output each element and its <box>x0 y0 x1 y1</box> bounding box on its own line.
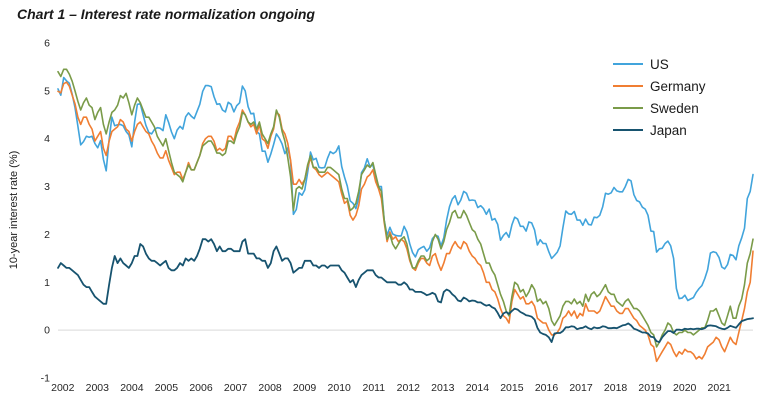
x-tick-label: 2005 <box>155 382 179 394</box>
x-tick-label: 2002 <box>51 382 75 394</box>
legend-label-sweden: Sweden <box>650 100 699 116</box>
x-tick-label: 2010 <box>328 382 352 394</box>
legend-swatch-germany-line <box>613 85 643 87</box>
x-tick-label: 2003 <box>86 382 110 394</box>
x-tick-label: 2017 <box>569 382 593 394</box>
x-tick-label: 2006 <box>189 382 213 394</box>
legend-item-sweden: Sweden <box>613 97 706 119</box>
legend-label-germany: Germany <box>650 78 706 94</box>
y-tick-label: 0 <box>44 325 50 337</box>
legend-item-us: US <box>613 53 706 75</box>
x-tick-label: 2016 <box>535 382 559 394</box>
legend-label-us: US <box>650 56 669 72</box>
series-line-sweden <box>57 68 754 348</box>
y-tick-label: -1 <box>41 373 50 385</box>
x-tick-label: 2019 <box>638 382 662 394</box>
x-tick-label: 2009 <box>293 382 317 394</box>
legend-label-japan: Japan <box>650 122 687 138</box>
series-line-us <box>57 76 754 302</box>
chart-title: Chart 1 – Interest rate normalization on… <box>17 6 315 22</box>
y-tick-label: 5 <box>44 85 50 97</box>
x-tick-label: 2012 <box>397 382 421 394</box>
x-tick-label: 2015 <box>500 382 524 394</box>
legend: US Germany Sweden Japan <box>613 53 706 141</box>
legend-swatch-us-line <box>613 63 643 65</box>
legend-swatch-sweden-line <box>613 107 643 109</box>
x-tick-label: 2007 <box>224 382 248 394</box>
x-tick-label: 2021 <box>708 382 732 394</box>
y-tick-label: 3 <box>44 181 50 193</box>
y-tick-label: 2 <box>44 229 50 241</box>
y-tick-label: 1 <box>44 277 50 289</box>
x-tick-label: 2004 <box>120 382 144 394</box>
y-tick-label: 6 <box>44 38 50 50</box>
x-tick-label: 2014 <box>466 382 490 394</box>
legend-swatch-japan-line <box>613 129 643 131</box>
series-line-germany <box>57 81 754 363</box>
legend-item-japan: Japan <box>613 119 706 141</box>
legend-item-germany: Germany <box>613 75 706 97</box>
x-tick-label: 2013 <box>431 382 455 394</box>
x-tick-label: 2011 <box>363 382 386 394</box>
series-line-japan <box>57 238 754 344</box>
x-tick-label: 2018 <box>604 382 628 394</box>
x-tick-label: 2020 <box>673 382 697 394</box>
y-tick-label: 4 <box>44 133 50 145</box>
x-tick-label: 2008 <box>258 382 282 394</box>
